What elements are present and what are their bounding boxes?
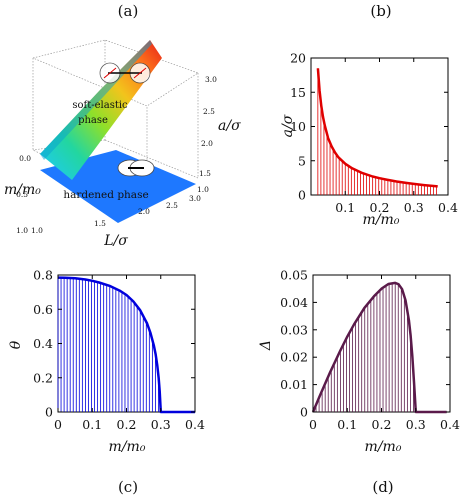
- mass-tick: 1.0: [16, 226, 28, 235]
- length-tick: 3.0: [189, 194, 201, 203]
- plot-frame-d: [312, 274, 451, 413]
- x-tick-label: 0.4: [438, 200, 458, 215]
- y-tick-label: 0.2: [33, 370, 53, 385]
- y-tick-label: 0.04: [280, 295, 308, 310]
- length-axis-ticks: 1.0 1.5 2.0 2.5 3.0: [31, 194, 201, 235]
- x-tick-label: 0.3: [404, 200, 424, 215]
- dimer-icon-soft: [99, 62, 151, 84]
- chart-b-marks: 0.1 0.2 0.3 0.4 0 5 10 15 20: [290, 51, 458, 216]
- length-tick: 2.0: [138, 207, 150, 216]
- panel-b: (b) 0.1 0.2 0.3 0.4 0 5 10 15 20 m/m₀ a/σ: [280, 2, 458, 228]
- chart-c-marks: 0 0.1 0.2 0.3 0.4 0 0.2 0.4 0.6 0.8: [33, 268, 205, 433]
- chart-b-xlabel: m/m₀: [363, 212, 400, 228]
- chart-c-ylabel: θ: [8, 340, 24, 349]
- a-tick: 2.5: [203, 107, 215, 116]
- y-tick-label: 5: [298, 153, 306, 168]
- y-tick-label: 0.05: [280, 268, 308, 283]
- y-tick-label: 0.6: [33, 302, 53, 317]
- mass-tick: 0.0: [19, 154, 31, 163]
- y-tick-label: 0.8: [33, 268, 53, 283]
- y-tick-label: 0.01: [280, 377, 308, 392]
- dimer-icon-hard: [117, 159, 155, 177]
- y-tick-label: 0.02: [280, 350, 308, 365]
- y-tick-label: 0: [298, 188, 306, 203]
- x-tick-label: 0.3: [406, 417, 426, 432]
- x-tick-label: 0.2: [117, 417, 137, 432]
- surface-edge: [40, 40, 152, 160]
- x-tick-label: 0.2: [372, 417, 392, 432]
- chart-d-ylabel: Δ: [258, 340, 274, 351]
- panel-c: 0 0.1 0.2 0.3 0.4 0 0.2 0.4 0.6 0.8 m/m₀ θ (c): [8, 268, 205, 497]
- x-tick-label: 0.4: [440, 417, 460, 432]
- y-tick-label: 0.4: [33, 336, 53, 351]
- panel-d: 0 0.1 0.2 0.3 0.400.010.020.030.040.05 m/m₀ …: [258, 268, 460, 497]
- hard-phase-label: hardened phase: [63, 189, 148, 201]
- panel-d-label: (d): [372, 478, 393, 496]
- a-tick: 3.0: [205, 75, 217, 84]
- y-tick-label: 0: [45, 405, 53, 420]
- chart-d-marks: 0 0.1 0.2 0.3 0.4 0 0.01 0.02 0.03 0.04 0.05: [280, 268, 460, 433]
- mass-axis-ticks: 0.0 0.5 1.0: [16, 154, 31, 235]
- x-tick-label: 0.3: [151, 417, 171, 432]
- panel-c-label: (c): [118, 478, 138, 496]
- length-tick: 2.5: [166, 201, 178, 210]
- y-tick-label: 20: [290, 51, 306, 66]
- chart-d-xlabel: m/m₀: [365, 439, 402, 455]
- x-tick-label: 0.1: [337, 417, 357, 432]
- x-tick-label: 0.1: [82, 417, 102, 432]
- mass-tick: 0.5: [16, 190, 28, 199]
- x-tick-label: 0.4: [185, 417, 205, 432]
- mass-axis-label: m/m₀: [4, 182, 41, 198]
- y-tick-label: 10: [290, 119, 306, 134]
- x-tick-label: 0.1: [335, 200, 355, 215]
- y-tick-label: 0: [300, 405, 308, 420]
- chart-c-xlabel: m/m₀: [109, 439, 146, 455]
- series-line: [316, 68, 438, 188]
- series-line: [57, 276, 195, 414]
- a-tick: 2.0: [201, 139, 213, 148]
- y-tick-label: 0.03: [280, 322, 308, 337]
- box-top-edges: [32, 39, 199, 107]
- x-tick-label: 0: [54, 417, 62, 432]
- plot-frame-b: [310, 57, 449, 196]
- soft-phase-label-2: phase: [78, 115, 108, 126]
- length-tick: 1.0: [31, 226, 43, 235]
- length-tick: 1.5: [94, 219, 106, 228]
- box-front-edges: [32, 58, 148, 206]
- panel-a-label: (a): [118, 2, 139, 20]
- a-tick: 1.0: [197, 185, 209, 194]
- a-axis-label: a/σ: [218, 118, 241, 134]
- soft-phase-label: soft-elastic: [72, 100, 128, 111]
- series-line: [311, 281, 447, 414]
- length-axis-label: L/σ: [103, 233, 128, 249]
- panel-b-label: (b): [370, 2, 391, 20]
- x-tick-label: 0: [309, 417, 317, 432]
- a-axis-ticks: 3.0 2.5 2.0 1.5 1.0: [197, 75, 217, 194]
- x-tick-label: 0.2: [370, 200, 390, 215]
- a-tick: 1.5: [199, 169, 211, 178]
- chart-b-ylabel: a/σ: [280, 114, 296, 137]
- panel-a: (a) soft-elastic: [4, 2, 241, 249]
- y-tick-label: 15: [290, 85, 306, 100]
